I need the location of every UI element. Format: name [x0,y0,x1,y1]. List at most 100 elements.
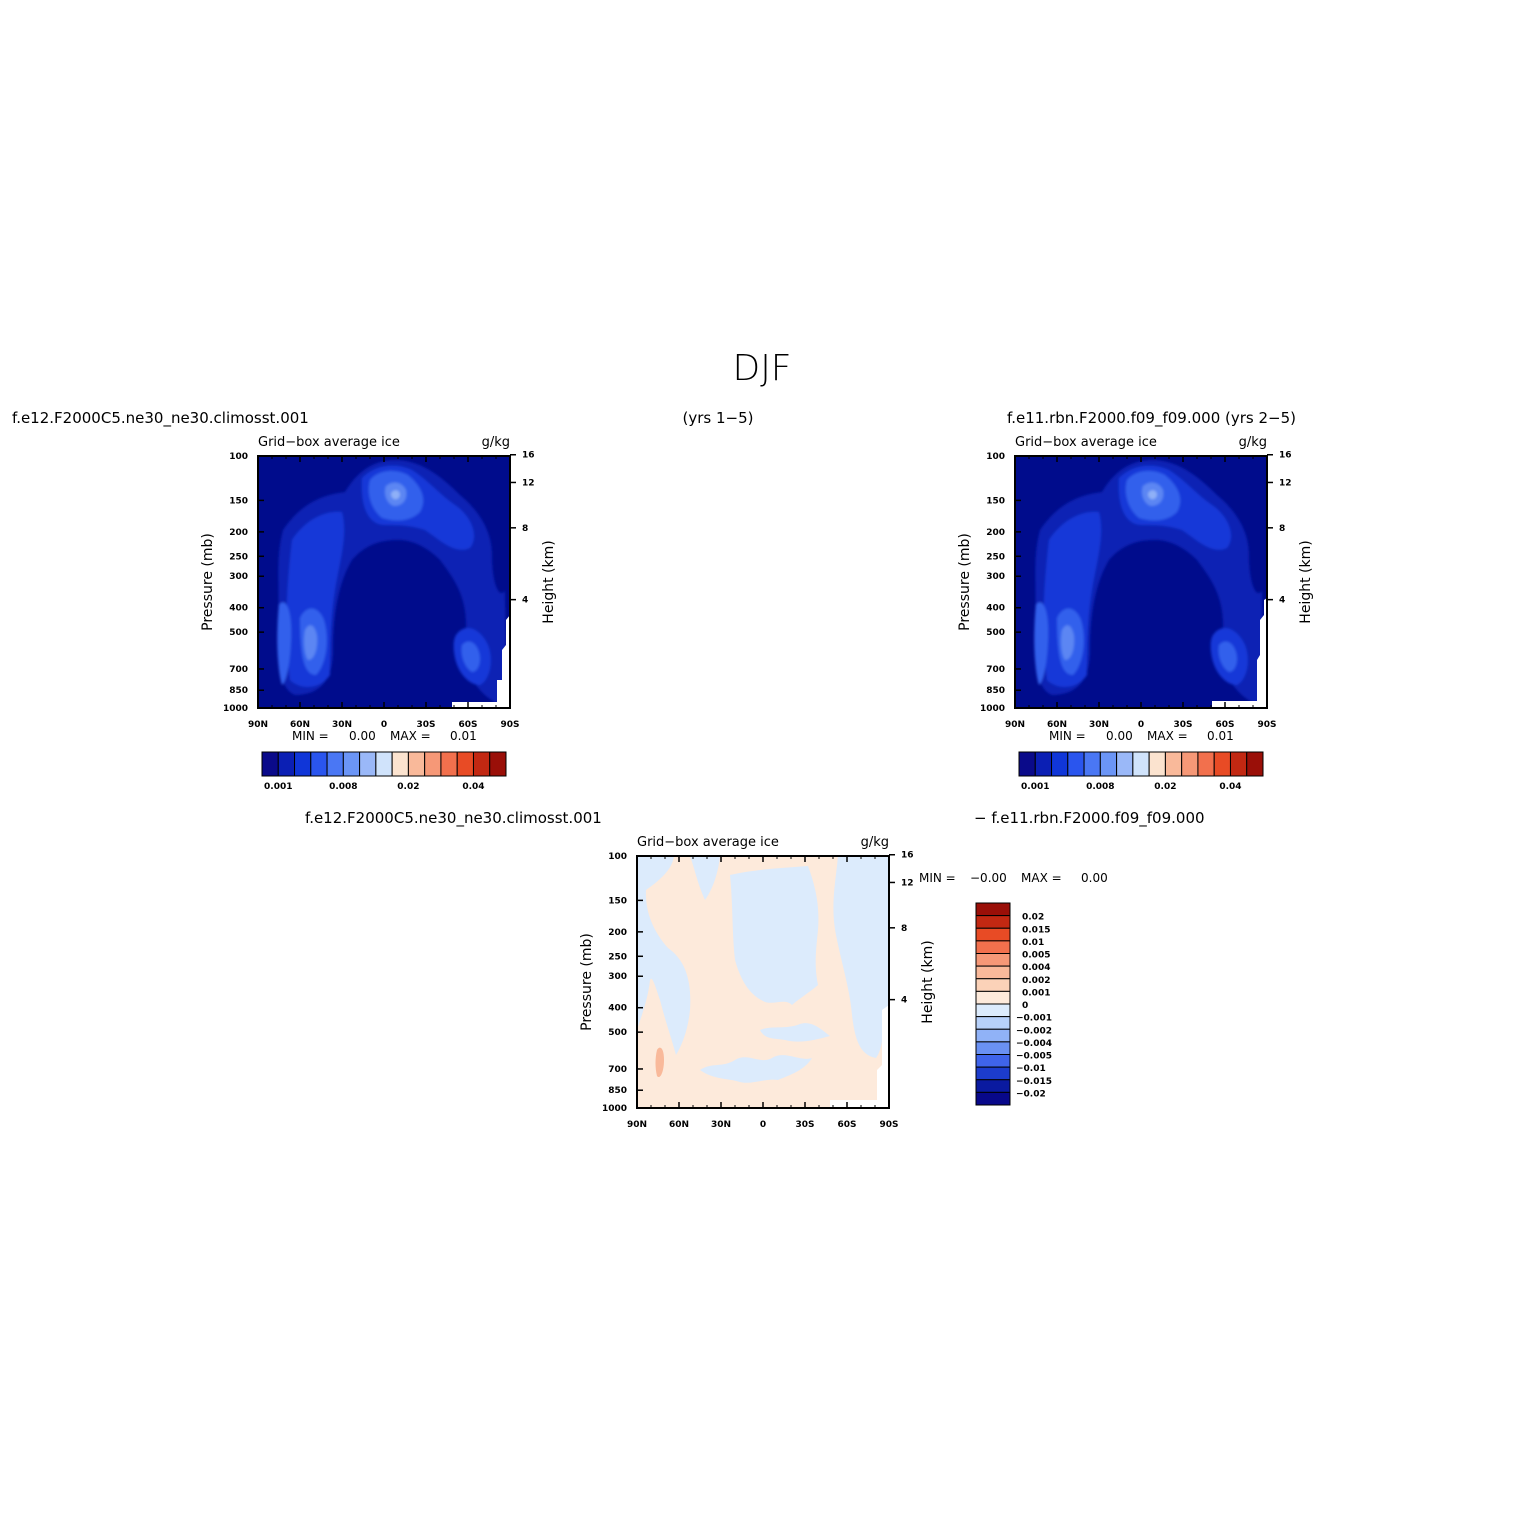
colorbar-swatch [1197,751,1215,777]
colorbar-label: 0.008 [329,782,357,792]
panel-a-ylabel-right: Height (km) [541,540,557,623]
colorbar-swatch [489,751,507,777]
colorbar-swatch [375,751,393,777]
colorbar-label: 0 [1022,1001,1028,1011]
colorbar-swatch [975,978,1011,992]
panel-b-min-value: 0.00 [1106,729,1133,743]
colorbar-swatch [1229,751,1248,777]
x-tick-label: 90N [627,1120,647,1130]
panel-b-title: Grid−box average ice [1015,435,1157,450]
contour-high-n-edge [277,602,292,685]
y-tick-label: 1000 [980,704,1005,714]
colorbar-label: 0.02 [1022,913,1044,923]
colorbar-swatch [975,1091,1011,1106]
panel-b-ylabel: Pressure (mb) [957,533,973,631]
left-case-title: f.e12.F2000C5.ne30_ne30.climosst.001 [12,409,309,428]
colorbar-label: 0.008 [1086,782,1114,792]
colorbar-swatch [975,1041,1011,1055]
x-tick-label: 60S [458,720,477,730]
y-tick-label: 850 [608,1086,627,1096]
colorbar-swatch [407,751,426,777]
panel-a: Grid−box average ice g/kg 90N 60N 30N 0 30S 6… [200,435,557,792]
contour-peak-trop [1147,490,1157,500]
panel-diff-field [637,856,889,1108]
colorbar-label: 0.005 [1022,951,1050,961]
panel-a-field [258,456,510,708]
colorbar-swatch [1051,751,1069,777]
colorbar-label: 0.02 [1154,782,1176,792]
panel-a-ylabel: Pressure (mb) [200,533,216,631]
panel-a-min-value: 0.00 [349,729,376,743]
below-ground-mask [830,1005,889,1108]
panel-b-units: g/kg [1239,435,1267,450]
contour-max-n-lower [1061,625,1075,660]
height-tick-label: 12 [522,478,535,488]
x-tick-label: 30S [1173,720,1192,730]
colorbar-label: 0.04 [1219,782,1241,792]
colorbar-swatch [440,751,458,777]
colorbar-swatch [1246,751,1264,777]
panel-diff-colorbar: 0.02 0.015 0.01 0.005 0.004 0.002 0.001 0 −0.001… [975,902,1052,1106]
right-case-title: f.e11.rbn.F2000.f09_f09.000 (yrs 2−5) [1007,409,1296,428]
x-tick-label: 90S [879,1120,898,1130]
x-tick-label: 60N [290,720,310,730]
contour-high-s-lower [461,641,481,672]
diff-case-b-title: − f.e11.rbn.F2000.f09_f09.000 [974,809,1205,828]
x-tick-label: 60S [837,1120,856,1130]
y-tick-label: 850 [229,686,248,696]
colorbar-swatch [310,751,328,777]
panel-b-field [1015,456,1267,708]
y-tick-label: 150 [229,496,248,506]
y-tick-label: 150 [608,896,627,906]
height-tick-label: 8 [901,924,907,934]
x-tick-label: 30S [795,1120,814,1130]
colorbar-swatch [975,1054,1011,1068]
colorbar-swatch [975,1079,1011,1093]
colorbar-swatch [1164,751,1183,777]
colorbar-swatch [456,751,474,777]
height-tick-label: 4 [901,996,907,1006]
panel-diff-title: Grid−box average ice [637,835,779,850]
colorbar-label: 0.015 [1022,925,1050,935]
colorbar-label: −0.01 [1016,1064,1046,1074]
x-tick-label: 30N [1089,720,1109,730]
colorbar-label: −0.001 [1016,1014,1052,1024]
colorbar-label: 0.001 [264,782,292,792]
panel-a-colorbar: 0.001 0.008 0.02 0.04 [261,751,507,792]
colorbar-swatch [424,751,442,777]
colorbar-swatch [326,751,344,777]
x-tick-label: 0 [381,720,387,730]
colorbar-swatch [975,1016,1011,1030]
colorbar-swatch [1213,751,1231,777]
x-tick-label: 60N [1047,720,1067,730]
colorbar-swatch [342,751,361,777]
y-tick-label: 250 [986,552,1005,562]
x-tick-label: 60N [669,1120,689,1130]
panel-a-units: g/kg [482,435,510,450]
contour-max-n-lower [304,625,318,660]
diff-case-a-title: f.e12.F2000C5.ne30_ne30.climosst.001 [305,809,602,828]
y-tick-label: 850 [986,686,1005,696]
height-tick-label: 4 [1279,596,1285,606]
contour-high-s-lower [1218,641,1238,672]
panel-diff-ylabel-right: Height (km) [920,940,936,1023]
colorbar-swatch [975,965,1011,980]
colorbar-swatch [975,902,1011,917]
colorbar-swatch [1148,751,1166,777]
colorbar-label: 0.001 [1022,988,1050,998]
colorbar-label: 0.01 [1022,938,1044,948]
colorbar-swatch [1083,751,1101,777]
y-tick-label: 400 [608,1004,627,1014]
height-tick-label: 16 [901,851,914,861]
y-tick-label: 250 [229,552,248,562]
panel-b-max-label: MAX = [1147,729,1188,743]
y-tick-label: 700 [608,1065,627,1075]
y-tick-label: 700 [986,665,1005,675]
colorbar-swatch [975,953,1011,967]
y-tick-label: 200 [986,528,1005,538]
x-tick-label: 0 [760,1120,766,1130]
colorbar-label: −0.004 [1016,1039,1052,1049]
colorbar-swatch [1034,751,1053,777]
y-tick-label: 100 [229,452,248,462]
colorbar-swatch [975,990,1011,1005]
